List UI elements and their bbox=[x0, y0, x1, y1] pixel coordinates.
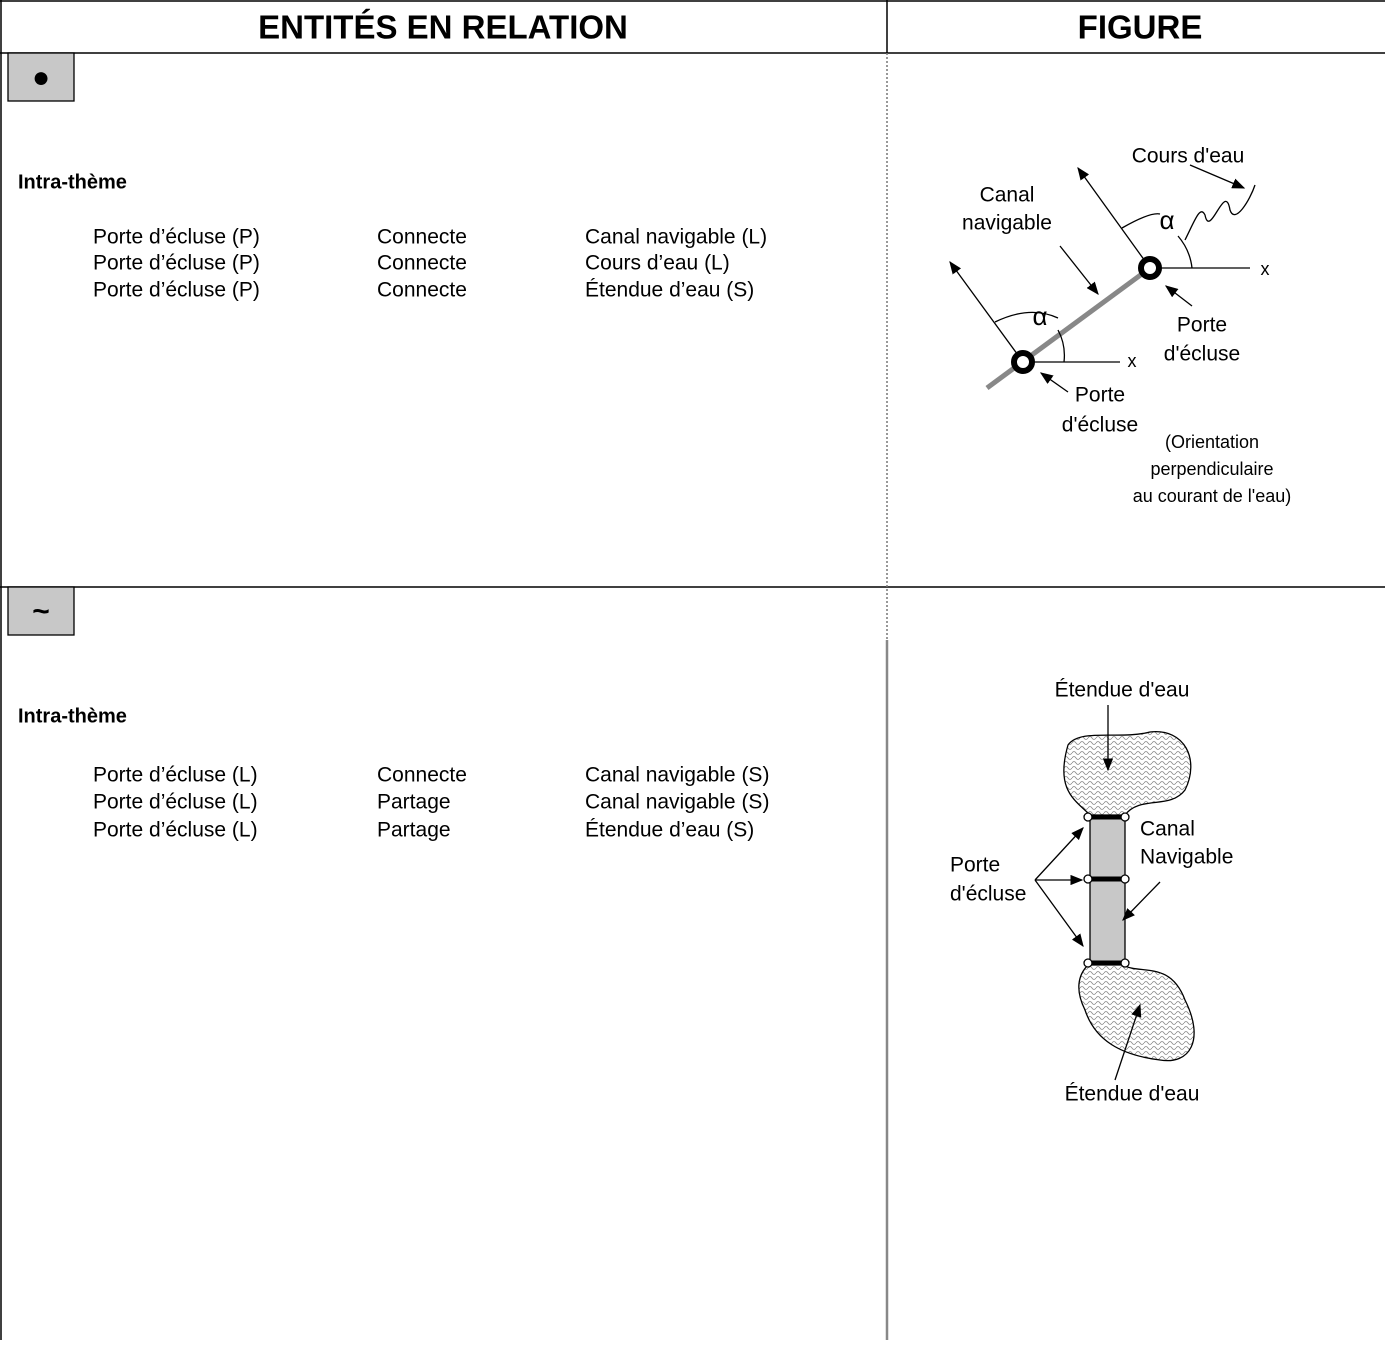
label: d'écluse bbox=[1062, 414, 1138, 437]
relation-cell: Étendue d’eau (S) bbox=[585, 819, 754, 842]
label: Navigable bbox=[1140, 846, 1233, 869]
relation-cell: Canal navigable (S) bbox=[585, 791, 769, 814]
rows: ● Intra-thème Porte d’écluse (P) Connecte Ca… bbox=[7, 52, 769, 842]
label: Cours d'eau bbox=[1132, 145, 1245, 168]
label: x bbox=[1128, 351, 1137, 371]
figure-1 bbox=[949, 164, 1256, 393]
header: FIGURE bbox=[1078, 9, 1203, 46]
relation-cell: Partage bbox=[377, 819, 451, 842]
label: x bbox=[1261, 259, 1270, 279]
symbol: ~ bbox=[32, 595, 50, 628]
label: Étendue d'eau bbox=[1055, 679, 1190, 702]
relation-cell: Connecte bbox=[377, 252, 467, 275]
relation-cell: Porte d’écluse (P) bbox=[93, 252, 260, 275]
relation-cell: Porte d’écluse (L) bbox=[93, 791, 258, 814]
label: d'écluse bbox=[950, 883, 1026, 906]
symbol-box bbox=[7, 586, 75, 636]
relation-cell: Porte d’écluse (L) bbox=[93, 764, 258, 787]
label: d'écluse bbox=[1164, 343, 1240, 366]
relation-cell: Porte d’écluse (P) bbox=[93, 226, 260, 249]
section-title: Intra-thème bbox=[18, 705, 127, 727]
header: ENTITÉS EN RELATION bbox=[258, 9, 628, 46]
section-title: Intra-thème bbox=[18, 171, 127, 193]
label: α bbox=[1032, 301, 1047, 331]
relation-cell: Connecte bbox=[377, 764, 467, 787]
relation-cell: Porte d’écluse (P) bbox=[93, 279, 260, 302]
relation-cell: Connecte bbox=[377, 279, 467, 302]
label: Étendue d'eau bbox=[1065, 1083, 1200, 1106]
figure-2 bbox=[1034, 705, 1195, 1081]
label: Canal bbox=[980, 184, 1035, 207]
label: au courant de l'eau) bbox=[1133, 486, 1292, 506]
label: Porte bbox=[1075, 384, 1125, 407]
relation-cell: Connecte bbox=[377, 226, 467, 249]
label: (Orientation bbox=[1165, 432, 1259, 452]
relation-cell: Étendue d’eau (S) bbox=[585, 279, 754, 302]
relation-cell: Cours d’eau (L) bbox=[585, 252, 730, 275]
label: Canal bbox=[1140, 818, 1195, 841]
symbol: ● bbox=[32, 61, 50, 94]
label: Porte bbox=[950, 854, 1000, 877]
relation-cell: Canal navigable (S) bbox=[585, 764, 769, 787]
relation-cell: Partage bbox=[377, 791, 451, 814]
relation-cell: Porte d’écluse (L) bbox=[93, 819, 258, 842]
label: navigable bbox=[962, 212, 1052, 235]
relation-cell: Canal navigable (L) bbox=[585, 226, 767, 249]
label: Porte bbox=[1177, 314, 1227, 337]
label: perpendiculaire bbox=[1150, 459, 1273, 479]
label: α bbox=[1159, 205, 1174, 235]
symbol-box bbox=[7, 52, 75, 102]
